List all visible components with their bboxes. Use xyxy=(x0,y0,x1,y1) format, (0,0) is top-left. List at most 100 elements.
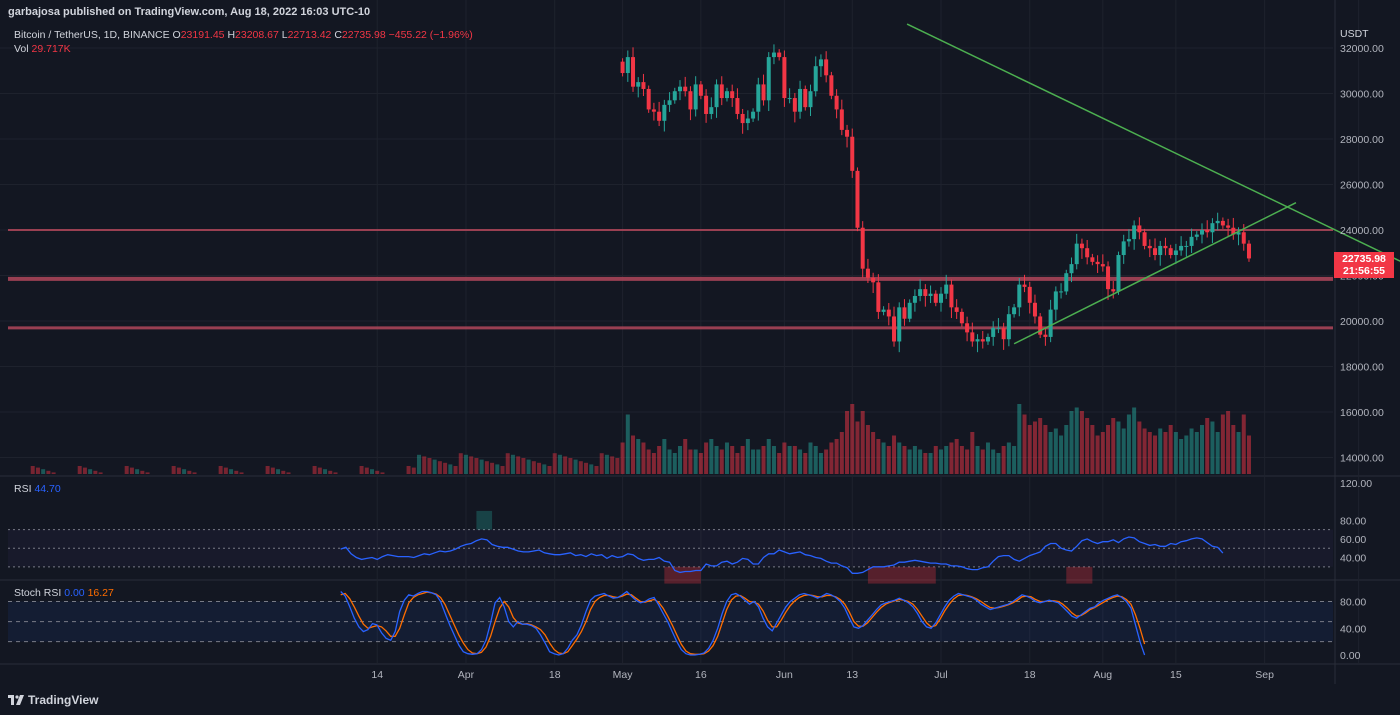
volume-bar xyxy=(693,449,698,474)
volume-bar xyxy=(276,469,281,474)
candle-body xyxy=(855,170,860,228)
candle-body xyxy=(892,316,897,342)
candle-body xyxy=(1210,223,1215,233)
candle-body xyxy=(1027,286,1032,303)
volume-bar xyxy=(599,453,604,474)
candle-body xyxy=(1095,261,1100,265)
volume-bar xyxy=(1142,428,1147,474)
volume-bar xyxy=(537,462,542,474)
candle-body xyxy=(928,293,933,296)
volume-bar xyxy=(453,466,458,474)
candle-body xyxy=(829,75,834,96)
volume-bar xyxy=(41,469,46,474)
volume-bar xyxy=(667,449,672,474)
candle-body xyxy=(824,59,829,76)
candle-body xyxy=(850,136,855,171)
rsi-oversold-zone xyxy=(1066,566,1093,584)
last-price: 22735.98 xyxy=(1342,253,1386,265)
volume-bar xyxy=(1236,432,1241,474)
candle-body xyxy=(1158,245,1163,256)
volume-bar xyxy=(422,456,427,474)
volume-bar xyxy=(1226,411,1231,474)
tradingview-brand[interactable]: TradingView xyxy=(8,693,98,707)
volume-bar xyxy=(1106,425,1111,474)
close-value: 22735.98 xyxy=(341,29,386,41)
volume-bar xyxy=(286,472,291,474)
time-tick-label: 15 xyxy=(1170,669,1182,681)
volume-bar xyxy=(1231,425,1236,474)
volume-bar xyxy=(855,421,860,474)
volume-bar xyxy=(1200,425,1204,474)
volume-bar xyxy=(709,439,714,474)
candle-body xyxy=(902,307,907,319)
volume-bar xyxy=(604,454,609,474)
volume-bar xyxy=(495,464,500,474)
symbol-legend[interactable]: Bitcoin / TetherUS, 1D, BINANCE O23191.4… xyxy=(14,29,473,41)
volume-bar xyxy=(563,456,568,474)
rsi-tick-label: 40.00 xyxy=(1340,553,1366,565)
volume-bar xyxy=(907,449,912,474)
time-tick-label: 13 xyxy=(846,669,858,681)
volume-bar xyxy=(829,442,834,474)
candle-body xyxy=(939,293,943,303)
volume-legend[interactable]: Vol 29.717K xyxy=(14,43,71,55)
volume-bar xyxy=(239,472,244,474)
stoch-k-line xyxy=(340,590,1146,656)
candle-body xyxy=(641,82,646,89)
volume-bar xyxy=(30,466,35,474)
volume-bar xyxy=(1001,446,1006,474)
volume-bar xyxy=(584,462,589,474)
candle-body xyxy=(1241,232,1246,244)
volume-bar xyxy=(192,472,197,474)
candle-body xyxy=(751,111,756,119)
volume-bar xyxy=(1064,425,1069,474)
volume-bar xyxy=(965,449,970,474)
candle-body xyxy=(881,309,886,312)
volume-bar xyxy=(223,467,228,474)
open-value: 23191.45 xyxy=(180,29,225,41)
volume-bar xyxy=(463,454,468,474)
volume-bar xyxy=(516,456,521,474)
candle-body xyxy=(1220,220,1225,226)
volume-bar xyxy=(1079,411,1084,474)
volume-bar xyxy=(46,470,51,474)
publisher-line: garbajosa published on TradingView.com, … xyxy=(8,6,371,18)
rsi-overbought-zone xyxy=(476,510,493,530)
volume-bar xyxy=(850,404,855,474)
candle-body xyxy=(918,289,923,296)
volume-bar xyxy=(1137,421,1142,474)
volume-bar xyxy=(1022,414,1027,474)
volume-bar xyxy=(808,442,813,474)
volume-bar xyxy=(505,453,510,474)
volume-bar xyxy=(568,458,573,474)
candle-body xyxy=(970,332,975,342)
volume-bar xyxy=(589,464,594,474)
candle-body xyxy=(1215,220,1220,224)
candle-body xyxy=(625,57,630,74)
volume-bar xyxy=(970,432,975,474)
bar-countdown: 21:56:55 xyxy=(1342,265,1386,277)
candle-body xyxy=(1053,291,1058,310)
volume-bar xyxy=(662,439,667,474)
stoch-rsi-legend[interactable]: Stoch RSI 0.00 16.27 xyxy=(14,587,114,599)
candle-body xyxy=(839,109,844,130)
rsi-oversold-zone xyxy=(664,566,701,584)
candle-body xyxy=(777,52,782,58)
volume-bar xyxy=(359,466,364,474)
ascending-support-trendline xyxy=(1013,202,1297,345)
volume-bar xyxy=(547,466,552,474)
volume-bar xyxy=(892,435,897,474)
volume-bar xyxy=(1241,414,1246,474)
rsi-legend[interactable]: RSI 44.70 xyxy=(14,483,61,495)
price-axis: USDT 32000.00 30000.00 28000.00 26000.00 2400… xyxy=(1340,28,1384,662)
candle-body xyxy=(1168,248,1173,256)
candle-body xyxy=(959,311,964,324)
rsi-label: RSI xyxy=(14,483,32,495)
candle-body xyxy=(683,86,688,92)
volume-bar xyxy=(1184,435,1189,474)
volume-bar xyxy=(771,446,776,474)
volume-bar xyxy=(954,439,959,474)
candle-body xyxy=(1194,234,1199,237)
candle-body xyxy=(1246,243,1251,259)
